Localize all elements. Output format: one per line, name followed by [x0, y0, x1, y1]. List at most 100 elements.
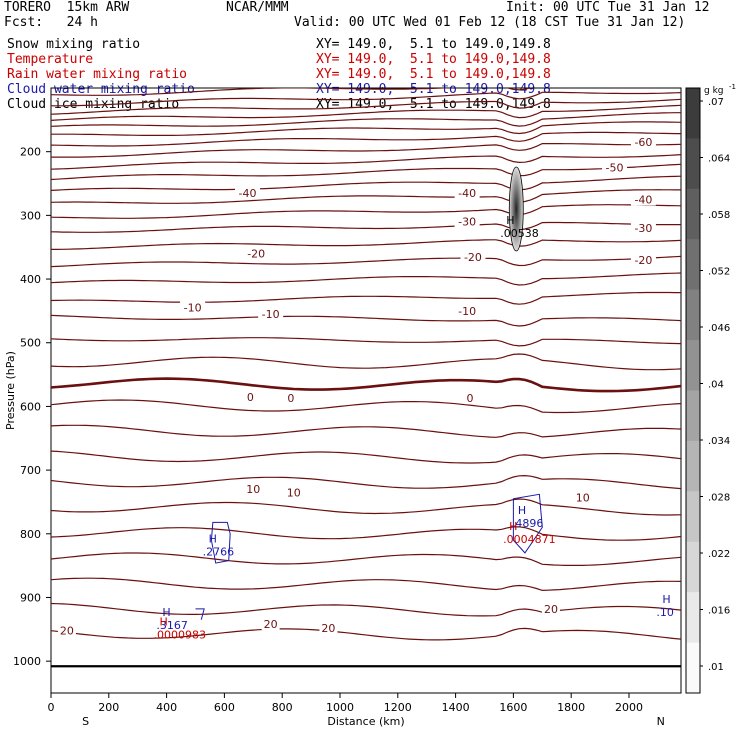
y-tick-label: 700: [20, 464, 41, 477]
plot-frame: [50, 87, 682, 694]
temperature-label: 20: [544, 603, 558, 616]
y-tick-label: 1000: [13, 655, 41, 668]
contour-label-bg: [284, 485, 303, 499]
x-tick-label: 1400: [442, 701, 470, 714]
field-xy-range: XY= 149.0, 5.1 to 149.0,149.8: [316, 52, 551, 67]
colorbar-tick-label: .022: [708, 549, 730, 560]
temperature-label: 0: [287, 392, 294, 405]
contour-label-bg: [285, 391, 297, 405]
temperature-label: -50: [606, 162, 624, 175]
contour-label-bg: [57, 623, 76, 637]
temperature-label: 10: [246, 483, 260, 496]
colorbar-tick-label: .07: [708, 97, 724, 108]
contour-label-bg: [541, 601, 560, 615]
colorbar-tick-label: .01: [708, 662, 724, 673]
contour-label-bg: [244, 482, 263, 496]
temperature-label: -40: [634, 193, 652, 206]
temperature-label: 20: [264, 618, 278, 631]
colorbar-segment: [686, 88, 700, 139]
init-time: Init: 00 UTC Tue 31 Jan 12: [506, 0, 710, 15]
isotherm: [51, 121, 681, 136]
temperature-label: -10: [184, 302, 202, 315]
isotherm: [51, 602, 681, 617]
isotherm: [51, 577, 681, 592]
isotherm: [51, 189, 681, 204]
isotherm: [51, 450, 681, 464]
contour-label-bg: [258, 307, 284, 321]
y-tick-label: 500: [20, 337, 41, 350]
isotherm: [51, 175, 681, 191]
colorbar-segment: [686, 440, 700, 492]
valid-time: Valid: 00 UTC Wed 01 Feb 12 (18 CST Tue …: [294, 15, 686, 30]
isotherm: [51, 337, 681, 347]
colorbar-unit: g kg: [704, 86, 724, 96]
isotherm: [51, 239, 681, 250]
contour-label-bg: [602, 160, 628, 174]
colorbar-segment: [686, 188, 700, 240]
isotherm-lines: [51, 88, 681, 641]
run-title: TORERO 15km ARW: [4, 0, 130, 15]
max-value: .00538: [500, 227, 539, 240]
colorbar-segment: [686, 289, 700, 341]
x-tick-label: 600: [214, 701, 235, 714]
x-tick-label: 1600: [499, 701, 527, 714]
contour-label-bg: [630, 135, 656, 149]
colorbar-frame: [685, 87, 701, 694]
max-marker: H: [509, 520, 517, 533]
isotherm: [51, 163, 681, 181]
x-tick-label: 1800: [557, 701, 585, 714]
max-marker: H: [159, 615, 167, 628]
max-marker: H: [162, 606, 170, 619]
isotherm: [51, 314, 681, 327]
max-value: .4896: [512, 517, 543, 530]
contour-label-bg: [630, 221, 656, 235]
temperature-label: 20: [321, 622, 335, 635]
max-value: .2766: [203, 546, 235, 559]
colorbar-tick-label: .058: [708, 210, 730, 221]
isotherm: [51, 204, 681, 219]
colorbar-tick-label: .016: [708, 606, 730, 617]
forecast-hour: Fcst: 24 h: [4, 15, 98, 30]
colorbar-tick-label: .052: [708, 267, 730, 278]
isotherm: [51, 143, 681, 158]
isotherm: [51, 474, 681, 490]
isotherm: [51, 424, 681, 438]
x-tick-label: 0: [48, 701, 55, 714]
colorbar-tick-label: .034: [708, 436, 730, 447]
contour-label-bg: [244, 389, 256, 403]
temperature-label: -10: [458, 305, 476, 318]
colorbar-segment: [686, 138, 700, 190]
contour-label-bg: [454, 186, 480, 200]
temperature-label: -40: [458, 187, 476, 200]
contour-label-bg: [630, 192, 656, 206]
field-name: Snow mixing ratio: [7, 37, 141, 52]
isotherm: [51, 221, 681, 233]
colorbar-segment: [686, 491, 700, 543]
max-marker: H: [662, 593, 670, 606]
x-tick-label: 200: [98, 701, 119, 714]
temperature-label: -10: [262, 308, 280, 321]
x-tick-label: 1200: [384, 701, 412, 714]
x-tick-label: 400: [156, 701, 177, 714]
contour-label-bg: [573, 490, 592, 504]
y-axis-title: Pressure (hPa): [4, 351, 17, 430]
field-xy-range: XY= 149.0, 5.1 to 149.0,149.8: [316, 97, 551, 112]
max-marker: H: [518, 504, 526, 517]
contour-label-bg: [235, 186, 261, 200]
field-name: Temperature: [7, 52, 94, 67]
colorbar-unit-exponent: -1: [729, 83, 736, 91]
temperature-label: -30: [458, 216, 476, 229]
colorbar-segment: [686, 239, 700, 291]
y-tick-label: 900: [20, 591, 41, 604]
colorbar-tick-label: .046: [708, 323, 730, 334]
max-value: .10: [656, 606, 674, 619]
isotherm: [51, 552, 681, 566]
x-axis-title: Distance (km): [327, 715, 404, 728]
isotherm: [51, 255, 681, 268]
cloud-water-contour: [195, 608, 205, 620]
field-name: Rain water mixing ratio: [7, 67, 188, 82]
colorbar-tick-label: .028: [708, 493, 730, 504]
contour-label-bg: [319, 621, 338, 635]
x-tick-label: 2000: [615, 701, 643, 714]
contour-label-bg: [454, 214, 480, 228]
